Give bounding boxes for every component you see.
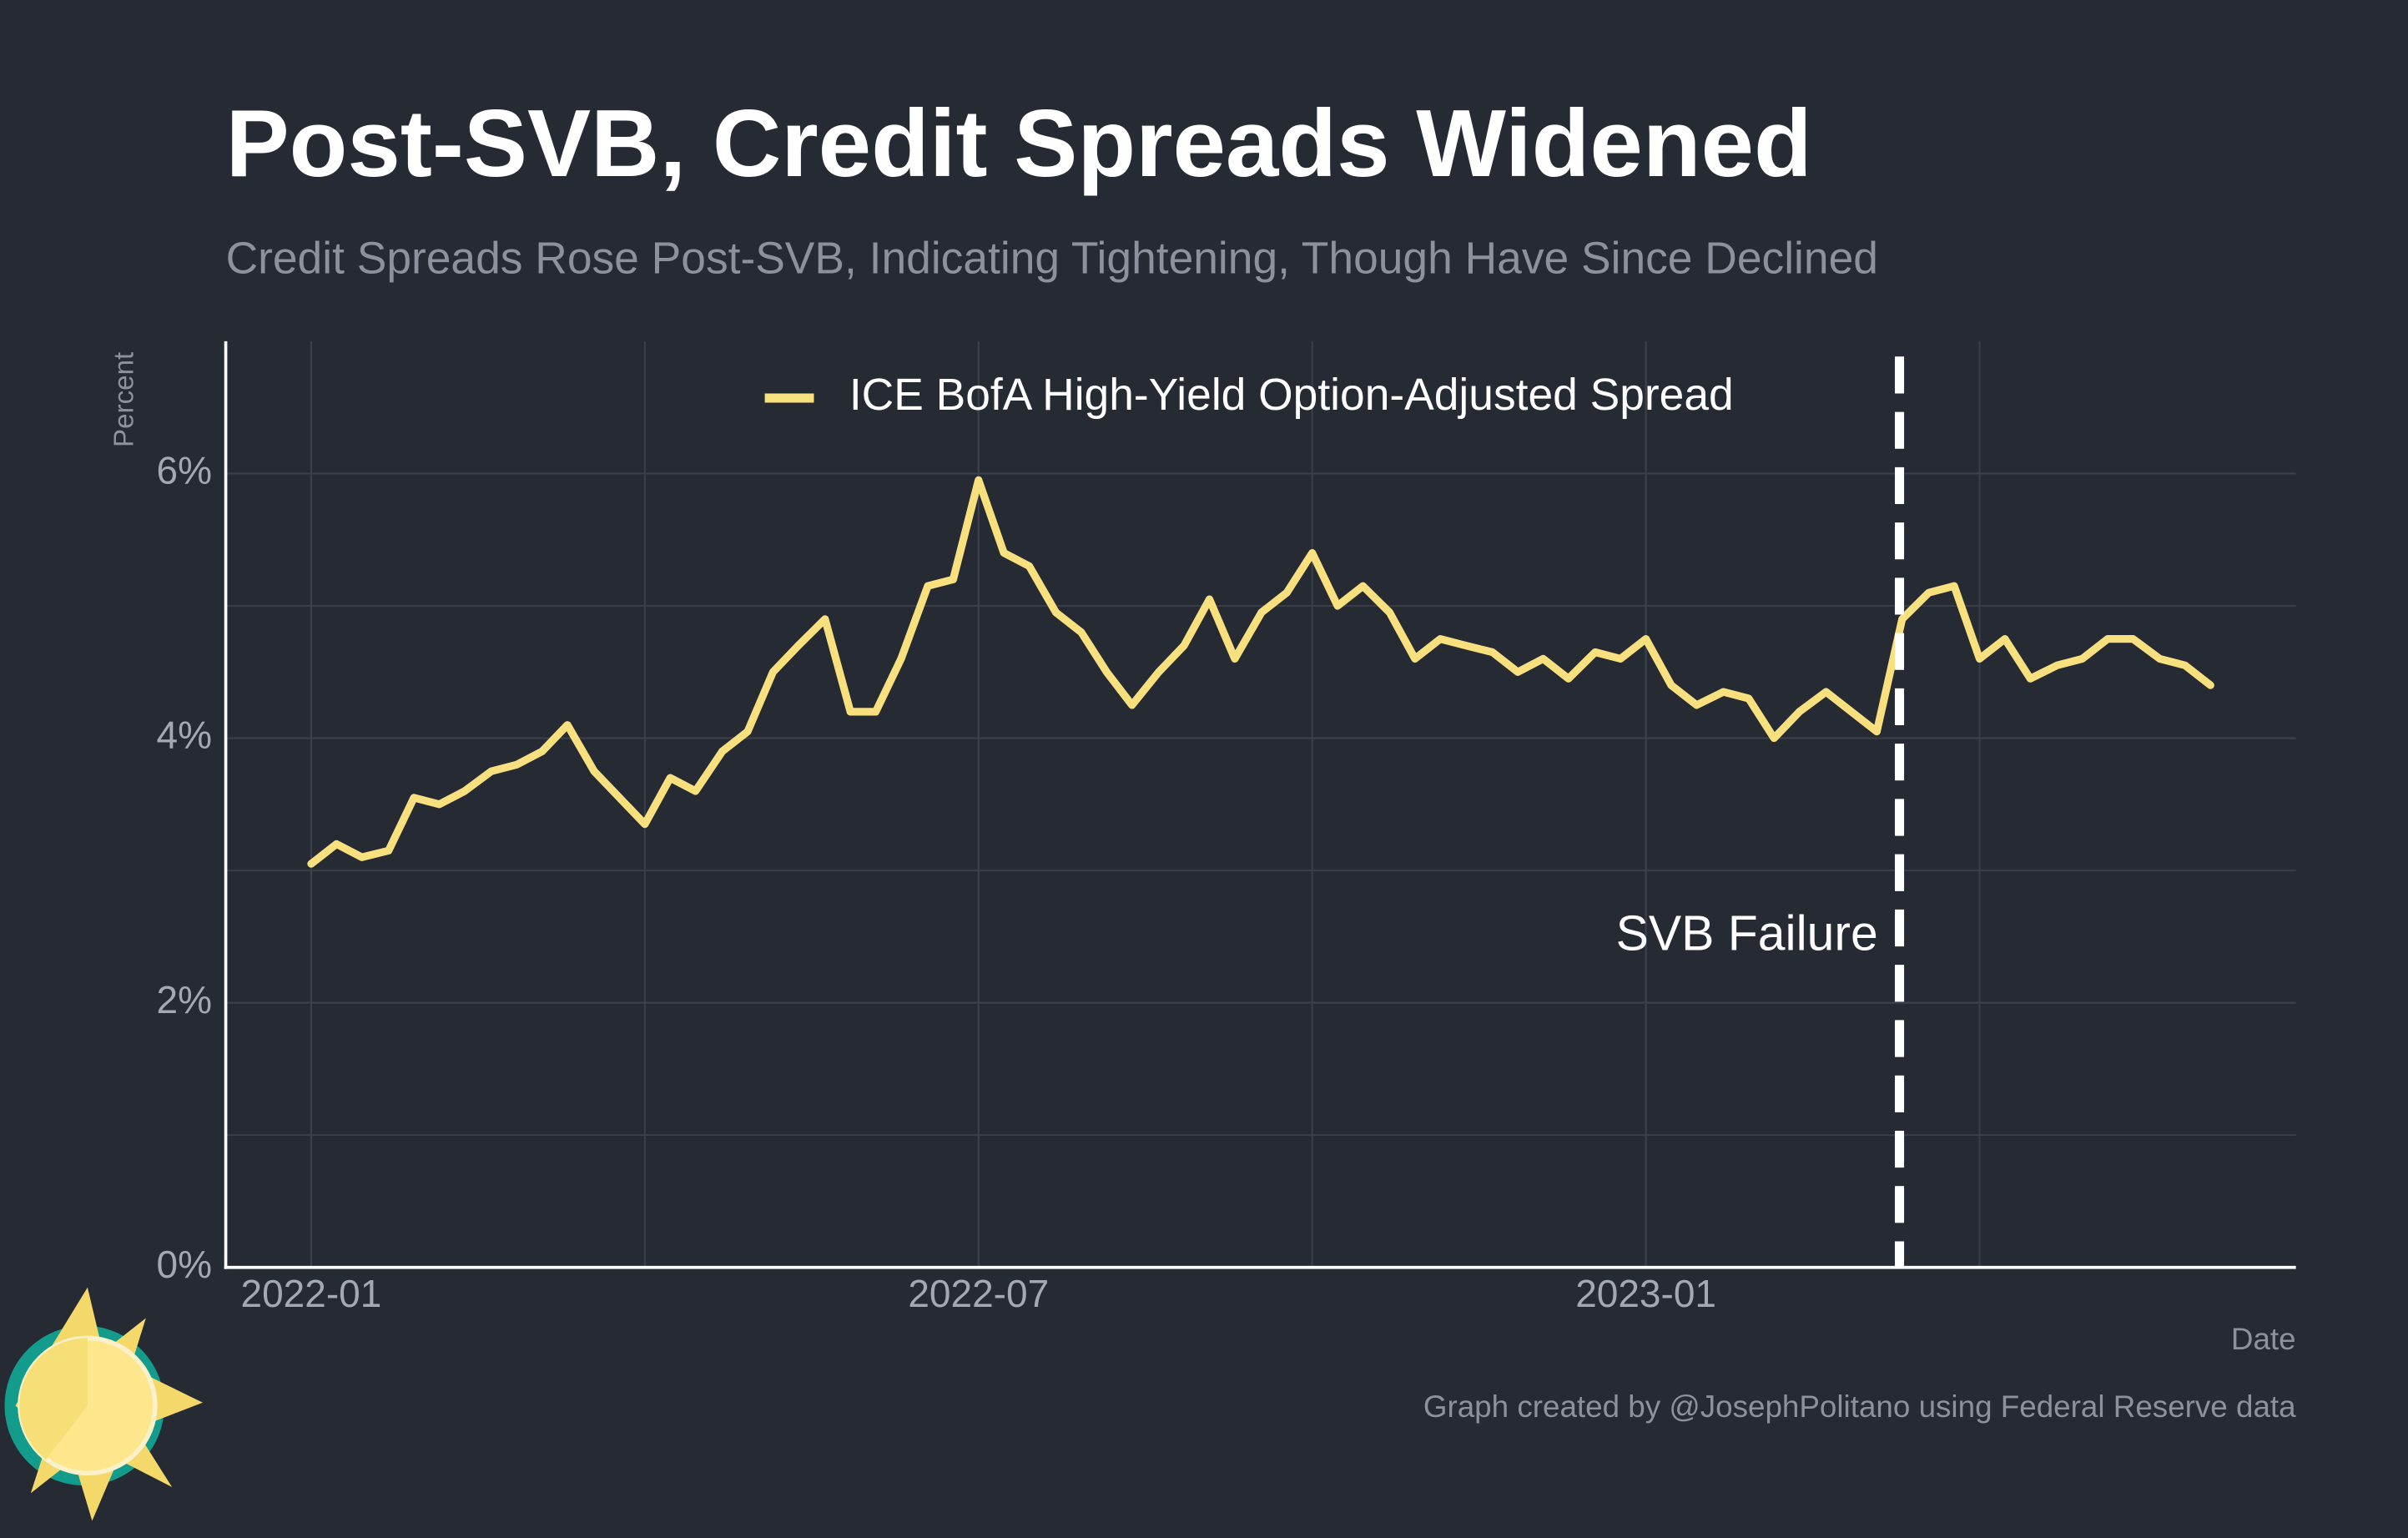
y-tick-label: 4% <box>157 714 212 757</box>
y-tick-label: 6% <box>157 449 212 492</box>
y-tick-label: 2% <box>157 978 212 1021</box>
svb-label: SVB Failure <box>1616 907 1878 961</box>
x-tick-label: 2022-07 <box>908 1272 1049 1315</box>
x-tick-label: 2023-01 <box>1575 1272 1716 1315</box>
logo <box>4 1287 203 1521</box>
x-tick-label: 2022-01 <box>241 1272 382 1315</box>
data-line <box>307 476 2214 868</box>
y-axis-label: Percent <box>109 352 140 447</box>
x-axis-label: Date <box>2231 1322 2296 1356</box>
chart-subtitle: Credit Spreads Rose Post-SVB, Indicating… <box>226 234 1878 283</box>
chart-title: Post-SVB, Credit Spreads Widened <box>226 91 1812 197</box>
caption: Graph created by @JosephPolitano using F… <box>1423 1389 2296 1424</box>
y-tick-label: 0% <box>157 1243 212 1286</box>
legend-label: ICE BofA High-Yield Option-Adjusted Spre… <box>849 371 1734 420</box>
